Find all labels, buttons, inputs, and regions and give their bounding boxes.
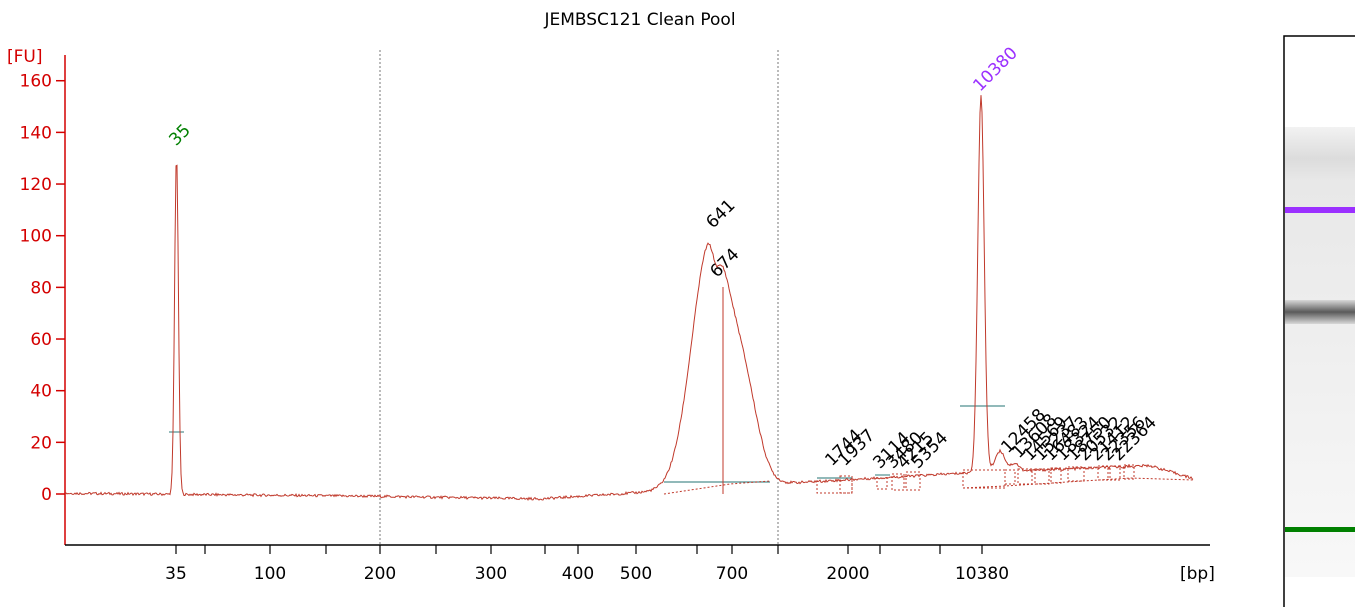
x-tick-label: 10380 bbox=[955, 564, 1009, 584]
gridlines bbox=[379, 50, 779, 545]
y-tick-label: 20 bbox=[30, 433, 52, 453]
x-axis: 35 100 200 300 400 500 700 2000 10380 bbox=[65, 544, 1210, 584]
peak-region-box bbox=[1017, 468, 1033, 485]
peak-region-boxes bbox=[816, 464, 1194, 494]
gel-upper-marker-band bbox=[1285, 207, 1355, 213]
peak-region-box bbox=[1034, 468, 1050, 485]
y-axis-label: [FU] bbox=[7, 47, 43, 67]
y-tick-label: 160 bbox=[20, 72, 52, 92]
gel-lower-marker-band bbox=[1285, 527, 1355, 532]
y-tick-label: 0 bbox=[41, 485, 52, 505]
x-tick-label: 500 bbox=[620, 564, 652, 584]
y-tick-label: 80 bbox=[30, 278, 52, 298]
y-axis: 0 20 40 60 80 100 120 140 160 bbox=[20, 55, 66, 545]
x-axis-label: [bp] bbox=[1180, 564, 1215, 584]
x-tick-label: 400 bbox=[562, 564, 594, 584]
x-tick-label: 35 bbox=[165, 564, 187, 584]
y-tick-label: 120 bbox=[20, 175, 52, 195]
y-tick-label: 40 bbox=[30, 382, 52, 402]
region-baseline bbox=[962, 477, 1194, 489]
chart-title: JEMBSC121 Clean Pool bbox=[543, 10, 735, 30]
electropherogram-chart: JEMBSC121 Clean Pool [FU] [bp] 0 20 40 60 80… bbox=[7, 10, 1215, 584]
fluorescence-trace bbox=[64, 95, 1194, 501]
x-tick-label: 300 bbox=[475, 564, 507, 584]
x-tick-label: 2000 bbox=[826, 564, 869, 584]
x-tick-label: 700 bbox=[716, 564, 748, 584]
peak-region-box bbox=[1004, 469, 1016, 485]
peak-region-box bbox=[839, 475, 853, 494]
x-tick-label: 100 bbox=[254, 564, 286, 584]
x-tick-label: 200 bbox=[364, 564, 396, 584]
peak-region-box bbox=[891, 473, 905, 491]
y-tick-label: 60 bbox=[30, 330, 52, 350]
gel-sample-band bbox=[1285, 300, 1355, 324]
peak-baselines bbox=[169, 287, 1005, 495]
peak-region-box bbox=[962, 469, 1006, 489]
gel-lane-background bbox=[1285, 127, 1355, 577]
y-tick-label: 100 bbox=[20, 227, 52, 247]
y-tick-label: 140 bbox=[20, 123, 52, 143]
peak-fit-line bbox=[663, 480, 771, 495]
